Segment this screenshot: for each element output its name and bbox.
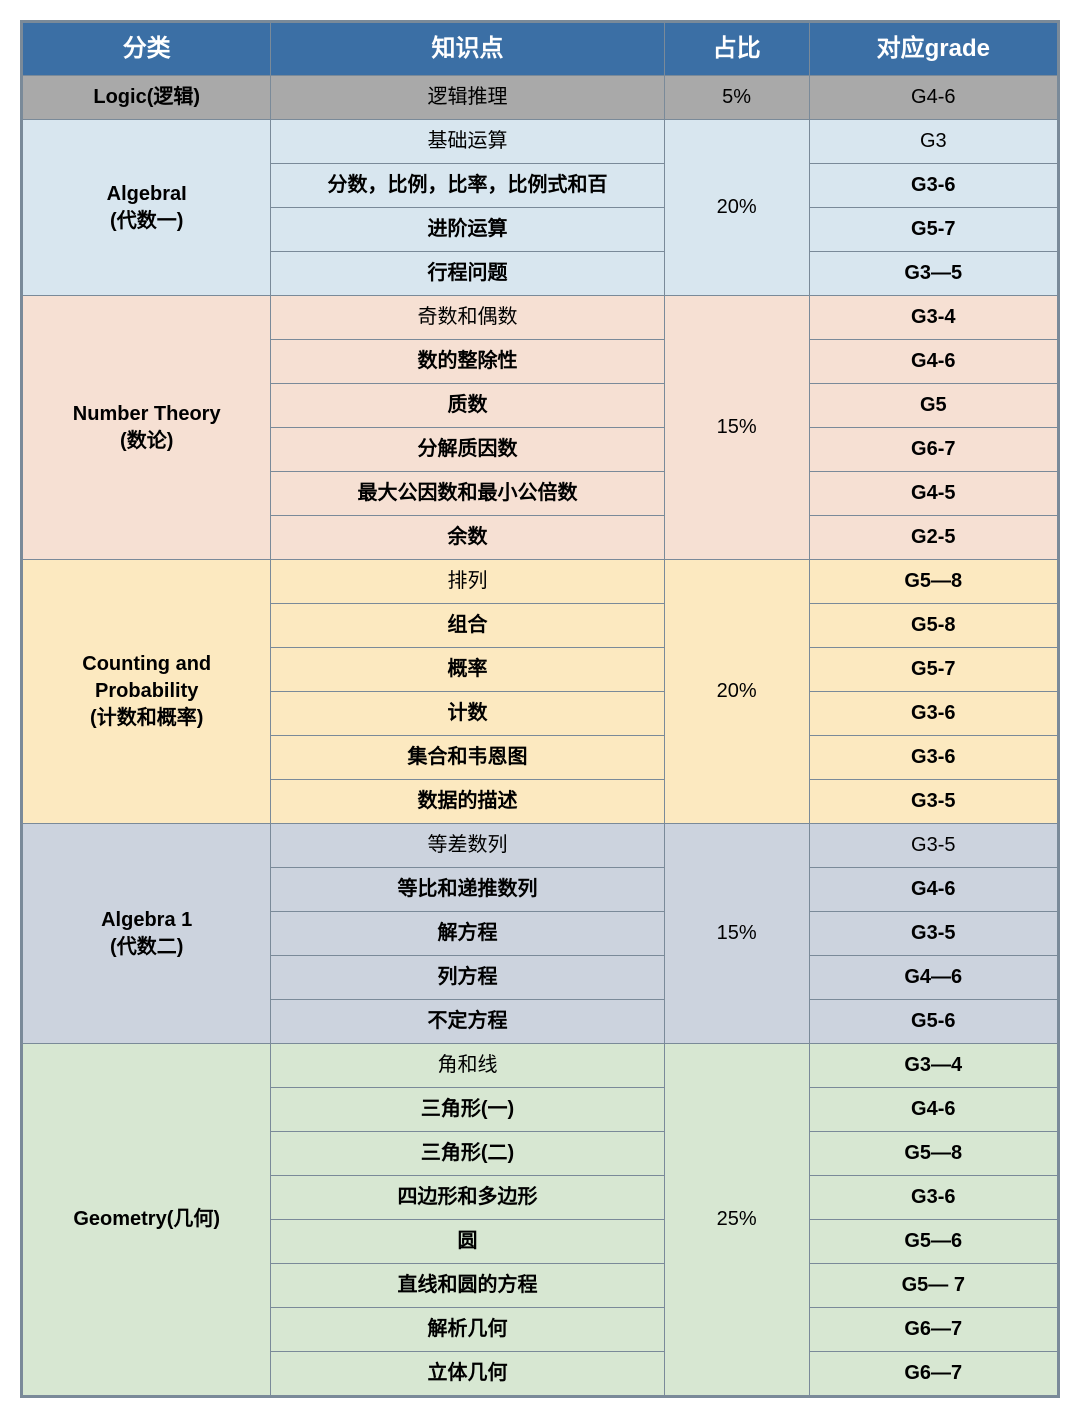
curriculum-table-container: 分类 知识点 占比 对应grade Logic(逻辑)逻辑推理5%G4-6Alg… [20, 20, 1060, 1398]
table-row: Geometry(几何)角和线25%G3—4 [23, 1044, 1058, 1088]
header-topic: 知识点 [271, 23, 664, 76]
grade-cell: G4-6 [809, 1088, 1057, 1132]
grade-cell: G5 [809, 384, 1057, 428]
table-row: Counting and Probability (计数和概率)排列20%G5—… [23, 560, 1058, 604]
topic-cell: 圆 [271, 1220, 664, 1264]
category-cell: Geometry(几何) [23, 1044, 271, 1396]
table-row: AlgebraI (代数一)基础运算20%G3 [23, 120, 1058, 164]
percent-cell: 20% [664, 120, 809, 296]
grade-cell: G3-6 [809, 164, 1057, 208]
grade-cell: G4-6 [809, 76, 1057, 120]
category-cell: Number Theory (数论) [23, 296, 271, 560]
topic-cell: 列方程 [271, 956, 664, 1000]
percent-cell: 20% [664, 560, 809, 824]
grade-cell: G6—7 [809, 1308, 1057, 1352]
topic-cell: 排列 [271, 560, 664, 604]
grade-cell: G5—8 [809, 1132, 1057, 1176]
category-cell: Logic(逻辑) [23, 76, 271, 120]
topic-cell: 四边形和多边形 [271, 1176, 664, 1220]
topic-cell: 进阶运算 [271, 208, 664, 252]
topic-cell: 直线和圆的方程 [271, 1264, 664, 1308]
topic-cell: 等比和递推数列 [271, 868, 664, 912]
grade-cell: G5— 7 [809, 1264, 1057, 1308]
topic-cell: 分数，比例，比率，比例式和百 [271, 164, 664, 208]
grade-cell: G3-6 [809, 692, 1057, 736]
grade-cell: G4-6 [809, 340, 1057, 384]
category-cell: AlgebraI (代数一) [23, 120, 271, 296]
grade-cell: G3—4 [809, 1044, 1057, 1088]
grade-cell: G3-5 [809, 780, 1057, 824]
category-cell: Counting and Probability (计数和概率) [23, 560, 271, 824]
header-category: 分类 [23, 23, 271, 76]
grade-cell: G5-7 [809, 648, 1057, 692]
topic-cell: 三角形(一) [271, 1088, 664, 1132]
header-percent: 占比 [664, 23, 809, 76]
grade-cell: G3-6 [809, 736, 1057, 780]
grade-cell: G3-4 [809, 296, 1057, 340]
topic-cell: 最大公因数和最小公倍数 [271, 472, 664, 516]
grade-cell: G6-7 [809, 428, 1057, 472]
table-body: Logic(逻辑)逻辑推理5%G4-6AlgebraI (代数一)基础运算20%… [23, 76, 1058, 1396]
topic-cell: 立体几何 [271, 1352, 664, 1396]
topic-cell: 质数 [271, 384, 664, 428]
grade-cell: G3-5 [809, 912, 1057, 956]
topic-cell: 解方程 [271, 912, 664, 956]
table-header: 分类 知识点 占比 对应grade [23, 23, 1058, 76]
grade-cell: G6—7 [809, 1352, 1057, 1396]
grade-cell: G3—5 [809, 252, 1057, 296]
topic-cell: 分解质因数 [271, 428, 664, 472]
topic-cell: 基础运算 [271, 120, 664, 164]
topic-cell: 计数 [271, 692, 664, 736]
category-cell: Algebra 1 (代数二) [23, 824, 271, 1044]
topic-cell: 奇数和偶数 [271, 296, 664, 340]
topic-cell: 解析几何 [271, 1308, 664, 1352]
topic-cell: 数的整除性 [271, 340, 664, 384]
table-row: Logic(逻辑)逻辑推理5%G4-6 [23, 76, 1058, 120]
grade-cell: G5-6 [809, 1000, 1057, 1044]
grade-cell: G2-5 [809, 516, 1057, 560]
grade-cell: G3 [809, 120, 1057, 164]
grade-cell: G4—6 [809, 956, 1057, 1000]
grade-cell: G5—8 [809, 560, 1057, 604]
table-row: Algebra 1 (代数二)等差数列15%G3-5 [23, 824, 1058, 868]
percent-cell: 5% [664, 76, 809, 120]
grade-cell: G4-5 [809, 472, 1057, 516]
percent-cell: 15% [664, 824, 809, 1044]
percent-cell: 15% [664, 296, 809, 560]
grade-cell: G5-7 [809, 208, 1057, 252]
grade-cell: G5—6 [809, 1220, 1057, 1264]
topic-cell: 数据的描述 [271, 780, 664, 824]
grade-cell: G3-6 [809, 1176, 1057, 1220]
header-grade: 对应grade [809, 23, 1057, 76]
curriculum-table: 分类 知识点 占比 对应grade Logic(逻辑)逻辑推理5%G4-6Alg… [22, 22, 1058, 1396]
table-row: Number Theory (数论)奇数和偶数15%G3-4 [23, 296, 1058, 340]
grade-cell: G3-5 [809, 824, 1057, 868]
topic-cell: 行程问题 [271, 252, 664, 296]
topic-cell: 不定方程 [271, 1000, 664, 1044]
topic-cell: 三角形(二) [271, 1132, 664, 1176]
topic-cell: 余数 [271, 516, 664, 560]
topic-cell: 概率 [271, 648, 664, 692]
topic-cell: 等差数列 [271, 824, 664, 868]
topic-cell: 集合和韦恩图 [271, 736, 664, 780]
percent-cell: 25% [664, 1044, 809, 1396]
grade-cell: G4-6 [809, 868, 1057, 912]
topic-cell: 逻辑推理 [271, 76, 664, 120]
grade-cell: G5-8 [809, 604, 1057, 648]
topic-cell: 角和线 [271, 1044, 664, 1088]
topic-cell: 组合 [271, 604, 664, 648]
